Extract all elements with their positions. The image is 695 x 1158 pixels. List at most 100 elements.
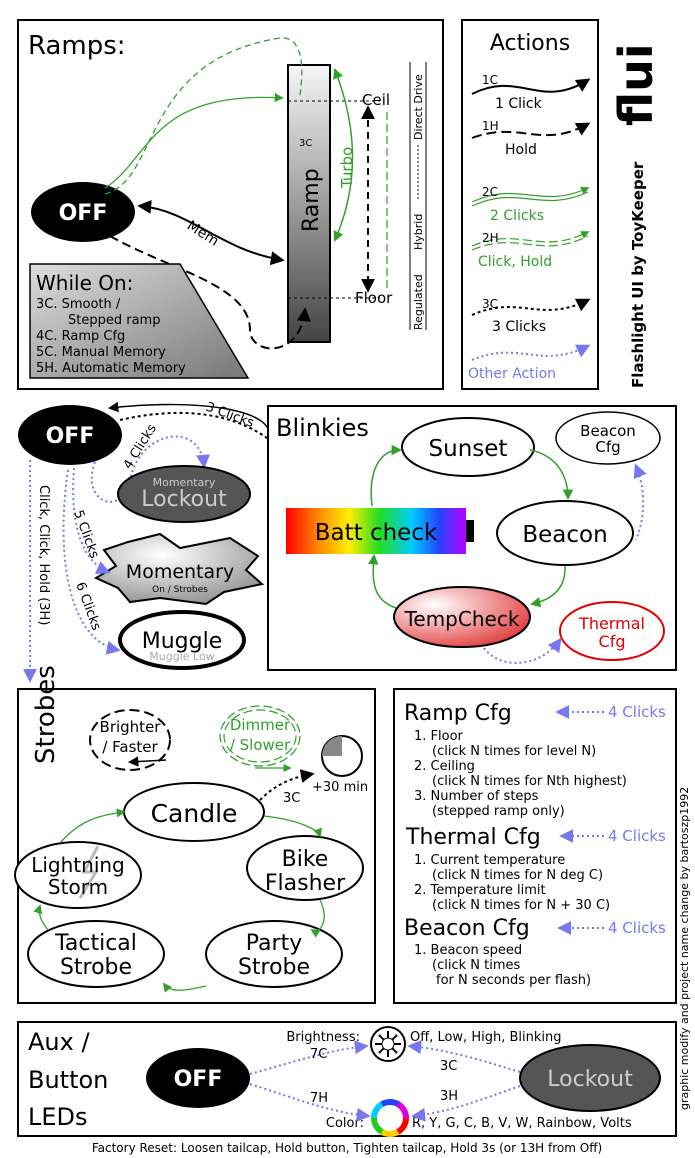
aux-off-node[interactable] [146, 1048, 250, 1108]
action-1c-label: 1 Click [495, 96, 543, 112]
thermal-cfg-item-4: (click N times for N + 30 C) [432, 898, 610, 913]
tempcheck-node[interactable] [393, 586, 531, 648]
tempcheck-label: TempCheck [404, 607, 520, 631]
brand-logo: flui [609, 43, 663, 126]
ramps-off-label: OFF [59, 201, 108, 226]
bike-flasher-node[interactable] [246, 835, 364, 901]
main-off-node[interactable] [18, 405, 122, 465]
four-clicks-label: 4 Clicks [121, 421, 160, 472]
beacon-cfg-clicks: 4 Clicks [608, 919, 666, 937]
ramp-cfg-item-6: (stepped ramp only) [432, 804, 565, 819]
bike-label-2: Flasher [265, 871, 346, 896]
action-other-label: Other Action [468, 366, 556, 382]
ramps-title: Ramps: [28, 31, 126, 61]
brand-subtitle: Flashlight UI by ToyKeeper [629, 161, 647, 388]
lockout-top-label: Momentary [153, 476, 216, 489]
mem-arrow [137, 199, 285, 266]
lockout-label: Lockout [141, 487, 227, 512]
while-on-box [29, 263, 250, 379]
action-1h-label: Hold [505, 142, 537, 158]
lightning-label-1: Lightning [31, 853, 125, 877]
while-on-item-2: Stepped ramp [68, 313, 160, 328]
aux-title-1: Aux / [28, 1028, 90, 1056]
ramp-cfg-item-2: (click N times for level N) [432, 744, 596, 759]
aux-7c-label: 7C [310, 1047, 327, 1062]
ramp-cfg-clicks: 4 Clicks [608, 703, 666, 721]
blinkies-title: Blinkies [276, 414, 369, 442]
five-clicks-label: 5 Clicks [70, 508, 101, 560]
dimmer-slower-node[interactable] [219, 705, 301, 767]
muggle-label: Muggle [142, 629, 223, 654]
thermal-cfg-node[interactable] [559, 601, 665, 661]
tactical-label-1: Tactical [54, 931, 137, 956]
while-on-item-5: 5H. Automatic Memory [36, 361, 186, 376]
ramp-cfg-item-5: 3. Number of steps [414, 789, 539, 804]
hybrid-label: Hybrid [412, 214, 425, 250]
beacon-cfg-item-3: for N seconds per flash) [436, 973, 591, 988]
floor-label: Floor [355, 289, 393, 307]
brightness-values: Off, Low, High, Blinking [410, 1030, 561, 1045]
batt-check-node[interactable] [286, 508, 466, 554]
thermal-cfg-item-3: 2. Temperature limit [414, 883, 546, 898]
action-2c-label: 2 Clicks [490, 208, 544, 224]
thermal-cfg-item-2: (click N times for N deg C) [432, 868, 603, 883]
direct-drive-label: Direct Drive [412, 74, 425, 140]
momentary-label: Momentary [126, 561, 234, 583]
actions-title: Actions [490, 31, 570, 56]
party-strobe-node[interactable] [205, 920, 343, 988]
party-label-2: Strobe [238, 955, 310, 980]
strobes-title: Strobes [31, 665, 61, 764]
thermal-cfg-label-2: Cfg [599, 632, 626, 651]
beacon-cfg-item-2: (click N times [432, 958, 520, 973]
config-panel [393, 688, 677, 1004]
ramps-off-node[interactable] [31, 182, 135, 242]
three-clicks-label: 3 Clicks [204, 400, 256, 431]
momentary-sub-label: On / Strobes [152, 585, 208, 595]
tactical-label-2: Strobe [60, 955, 132, 980]
thermal-cfg-label-1: Thermal [578, 614, 645, 633]
thermal-cfg-clicks: 4 Clicks [608, 827, 666, 845]
ceil-label: Ceil [362, 91, 390, 109]
color-label: Color: [326, 1116, 364, 1131]
turbo-arrow [333, 68, 354, 242]
batt-check-label: Batt check [315, 520, 438, 546]
brightness-label: Brightness: [286, 1030, 360, 1045]
tactical-strobe-node[interactable] [27, 920, 165, 988]
dimmer-label-2: / Slower [230, 736, 291, 754]
lightning-storm-node[interactable] [14, 841, 142, 909]
brighter-label-1: Brighter [100, 718, 162, 736]
brighter-faster-node[interactable] [89, 709, 171, 771]
thermal-cfg-item-1: 1. Current temperature [414, 853, 565, 868]
sunset-label: Sunset [429, 436, 508, 462]
main-off-label: OFF [46, 424, 95, 449]
lockout-node[interactable] [117, 465, 251, 523]
strobes-3c-label: 3C [283, 791, 300, 806]
candle-label: Candle [151, 799, 238, 828]
ramp-cfg-item-1: 1. Floor [414, 729, 464, 744]
aux-lockout-node[interactable] [519, 1044, 661, 1112]
action-2c-code: 2C [482, 185, 498, 199]
turbo-label: Turbo [338, 147, 356, 189]
ramp-label: Ramp [299, 168, 324, 232]
ramp-bar [287, 64, 331, 343]
ramp-cfg-item-4: (click N times for Nth highest) [432, 774, 627, 789]
action-1h-code: 1H [482, 119, 499, 133]
muggle-node[interactable] [118, 610, 246, 670]
beacon-node[interactable] [496, 500, 634, 566]
action-2h-code: 2H [482, 231, 499, 245]
while-on-item-4: 5C. Manual Memory [36, 345, 166, 360]
ramp-cfg-item-3: 2. Ceiling [414, 759, 475, 774]
dimmer-label-1: Dimmer [230, 716, 291, 734]
beacon-cfg-title: Beacon Cfg [404, 916, 530, 941]
ramp-3c-label: 3C [299, 138, 312, 149]
ramp-cfg-title: Ramp Cfg [404, 701, 512, 726]
action-2h-label: Click, Hold [478, 254, 552, 270]
muggle-sub-label: Muggle Low [149, 650, 214, 663]
while-on-item-3: 4C. Ramp Cfg [36, 329, 125, 344]
color-values: R, Y, G, C, B, V, W, Rainbow, Volts [412, 1116, 632, 1131]
beacon-cfg-node[interactable] [555, 411, 661, 465]
thirty-min-label: +30 min [312, 780, 368, 795]
aux-off-label: OFF [174, 1067, 223, 1092]
aux-title-3: LEDs [28, 1103, 88, 1131]
aux-lockout-label: Lockout [547, 1067, 633, 1092]
